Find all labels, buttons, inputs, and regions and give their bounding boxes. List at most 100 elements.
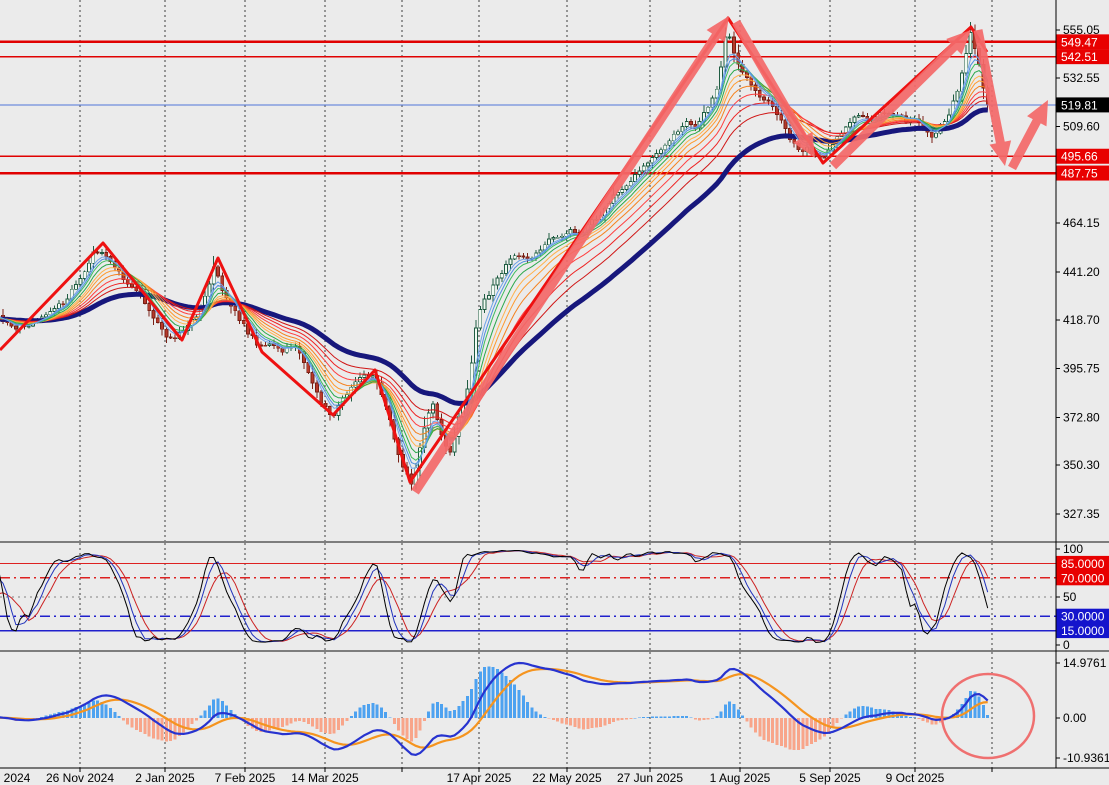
trend-arrow-shaft-up[interactable] — [1008, 116, 1043, 171]
macd-histogram-bar — [177, 718, 181, 737]
axis-tick-label: 50 — [1063, 590, 1077, 604]
macd-histogram-bar — [646, 716, 650, 718]
macd-histogram-bar — [160, 718, 164, 741]
macd-histogram-bar — [612, 718, 616, 722]
macd-histogram-bar — [113, 712, 117, 718]
trend-arrow-shaft-down[interactable] — [732, 19, 809, 143]
trend-arrow-head-up[interactable] — [946, 30, 971, 55]
macd-histogram-bar — [427, 711, 431, 718]
trend-arrows[interactable] — [411, 16, 1048, 495]
macd-histogram-bar — [689, 717, 693, 718]
macd-histogram-bar — [517, 689, 521, 718]
macd-histogram-bar — [104, 704, 108, 718]
macd-histogram-bar — [749, 718, 753, 728]
macd-histogram-bar — [818, 718, 822, 740]
time-axis-label: 2 Jan 2025 — [135, 771, 195, 785]
macd-histogram-bar — [504, 675, 508, 718]
macd-histogram-bar — [478, 671, 482, 718]
highlight-ellipse[interactable] — [940, 672, 1036, 760]
macd-histogram-bar — [551, 718, 555, 720]
macd-histogram-bar — [362, 704, 366, 718]
time-axis-label: 1 Aug 2025 — [710, 771, 771, 785]
macd-histogram-bar — [328, 718, 332, 735]
macd-histogram-bar — [444, 707, 448, 718]
macd-signal-line — [0, 667, 988, 749]
macd-histogram-bar — [152, 718, 155, 739]
macd-histogram-bar — [109, 707, 112, 718]
macd-histogram-bar — [728, 701, 732, 718]
macd-histogram-bar — [336, 718, 340, 731]
panel-separator[interactable] — [0, 541, 1109, 543]
macd-histogram-bar — [139, 718, 143, 732]
macd-histogram-bar — [758, 718, 762, 737]
support-resistance-lines[interactable] — [0, 40, 1056, 175]
macd-histogram-bar — [629, 718, 633, 719]
macd-histogram-bar — [491, 667, 495, 718]
macd-histogram-bar — [736, 709, 740, 718]
axis-badge-label: 495.66 — [1061, 150, 1098, 164]
axis-tick-label: 464.15 — [1063, 216, 1100, 230]
macd-histogram-bar — [324, 718, 327, 734]
trend-arrow-head-down[interactable] — [793, 131, 815, 158]
macd-histogram-bar — [410, 718, 413, 742]
macd-histogram-bar — [680, 716, 684, 718]
macd-histogram-bar — [706, 718, 710, 720]
axis-price-badge — [1056, 97, 1109, 113]
macd-histogram-bar — [345, 718, 349, 721]
macd-histogram-bar — [616, 718, 620, 721]
zigzag-trendline[interactable] — [0, 16, 989, 484]
trend-arrow-head-up[interactable] — [706, 16, 729, 43]
axis-tick-label: 418.70 — [1063, 313, 1100, 327]
macd-histogram-bar — [397, 718, 401, 731]
macd-histogram-bar — [642, 716, 646, 718]
oscillator-panel — [0, 549, 1056, 644]
stoch-mid-line — [0, 550, 989, 643]
trend-arrow-head-down[interactable] — [989, 140, 1012, 166]
macd-histogram-bar — [422, 718, 426, 722]
macd-histogram-bar — [293, 718, 297, 722]
macd-histogram-bar — [457, 705, 461, 718]
trend-arrow-shaft-up[interactable] — [829, 41, 960, 170]
macd-histogram-bar — [255, 718, 259, 731]
axis-price-badge — [1056, 148, 1109, 164]
trend-arrow-shaft-up[interactable] — [411, 31, 722, 495]
macd-histogram-bar — [341, 718, 345, 726]
macd-histogram-bar — [66, 710, 69, 718]
macd-histogram-bar — [212, 699, 216, 718]
macd-histogram-bar — [371, 703, 375, 718]
macd-histogram-bar — [792, 718, 796, 750]
macd-histogram-bar — [521, 695, 525, 718]
axis-badge-label: 549.47 — [1061, 35, 1098, 49]
axis-price-badge — [1056, 623, 1109, 639]
macd-histogram-bar — [453, 710, 456, 718]
macd-histogram-bar — [405, 718, 409, 739]
macd-histogram-bar — [801, 718, 805, 749]
time-axis-label: 22 May 2025 — [532, 771, 602, 785]
macd-histogram-bar — [96, 700, 100, 718]
trend-arrow-shaft-down[interactable] — [973, 29, 1006, 147]
trend-arrow-head-up[interactable] — [1027, 100, 1048, 127]
panel-separator[interactable] — [0, 650, 1109, 652]
macd-histogram-bar — [702, 718, 706, 721]
macd-histogram-bar — [577, 718, 581, 729]
macd-histogram-bar — [981, 705, 985, 718]
macd-histogram-bar — [762, 718, 766, 740]
macd-histogram-bar — [835, 718, 839, 723]
macd-histogram-bar — [126, 718, 130, 725]
time-axis-label: 5 Sep 2025 — [799, 771, 861, 785]
macd-histogram-bar — [379, 707, 383, 718]
macd-histogram-bar — [663, 716, 667, 718]
macd-histogram-bar — [259, 718, 263, 732]
macd-histogram-bar — [431, 703, 435, 718]
macd-histogram-bar — [831, 718, 835, 728]
macd-histogram-bar — [723, 704, 727, 718]
macd-histogram-bar — [930, 718, 934, 725]
macd-histogram-bar — [809, 718, 813, 744]
macd-histogram-bar — [560, 718, 564, 724]
macd-histogram-bar — [861, 706, 865, 718]
macd-histogram-bar — [573, 718, 577, 727]
time-axis-label: 2024 — [4, 771, 31, 785]
axis-tick-label: 372.80 — [1063, 410, 1100, 424]
